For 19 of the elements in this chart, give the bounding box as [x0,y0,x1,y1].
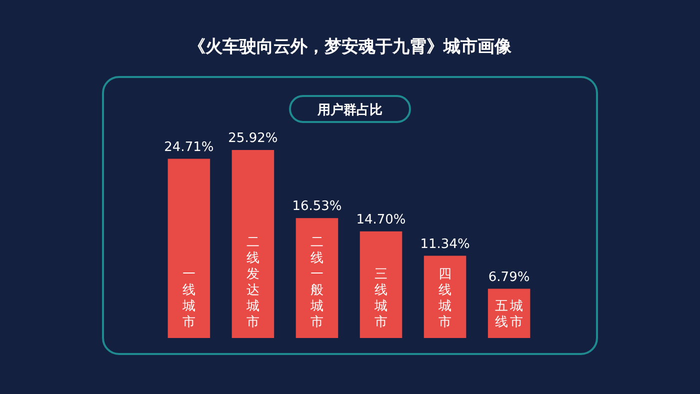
bar [232,150,274,338]
x-tick-label: 二线发达城市 [245,235,260,330]
data-label: 11.34% [420,236,470,252]
x-tick-label: 四线城市 [438,267,452,330]
x-tick-label: 五线城市 [495,299,524,330]
x-tick-label: 二线一般城市 [309,235,324,330]
data-label: 25.92% [228,131,278,146]
x-tick-label: 三线城市 [374,267,388,330]
x-tick-label: 一线城市 [181,267,196,330]
data-label: 16.53% [292,199,342,214]
data-label: 24.71% [164,140,214,155]
bar [424,256,466,338]
chart-subtitle: 用户群占比 [316,102,382,118]
bar [168,158,210,338]
bar [360,231,402,338]
bar [296,218,338,338]
data-label: 6.79% [488,270,530,285]
data-label: 14.70% [356,212,406,228]
chart-title: 《火车驶向云外，梦安魂于九霄》城市画像 [188,37,512,57]
